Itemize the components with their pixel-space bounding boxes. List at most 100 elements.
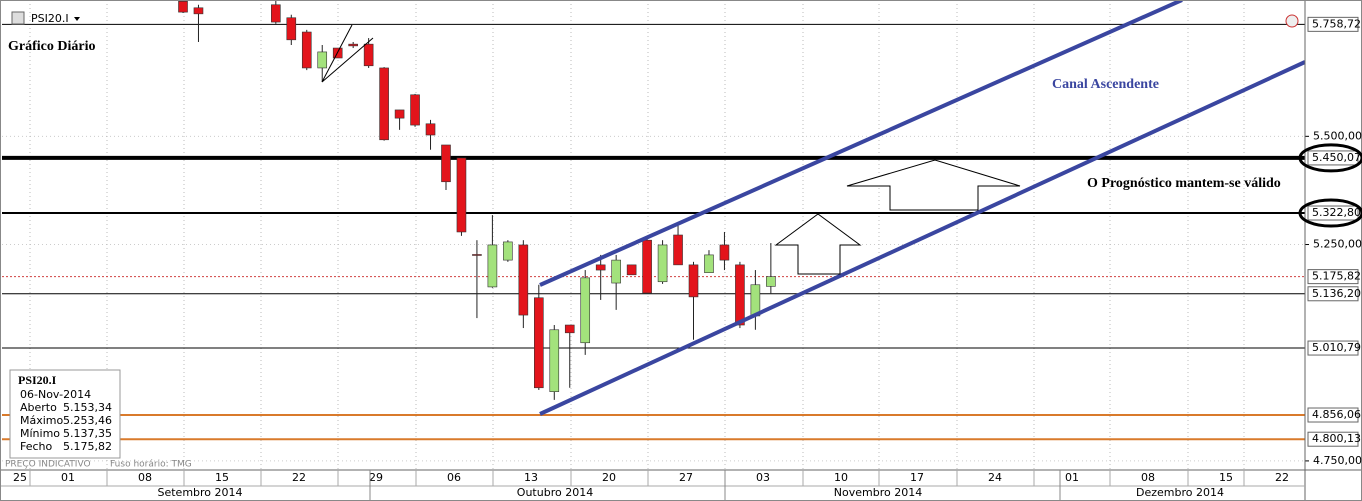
level-label-box [1307, 150, 1359, 166]
month-label: Setembro 2014 [157, 486, 242, 499]
x-tick-label: 29 [369, 471, 383, 484]
level-label-box [1307, 431, 1359, 447]
info-date: 06-Nov-2014 [20, 388, 91, 401]
x-tick-label: 01 [61, 471, 75, 484]
candle-down [735, 264, 745, 326]
level-label: 4.856,06 [1312, 408, 1361, 421]
candle-down [642, 239, 652, 294]
info-value: 5.175,82 [63, 440, 112, 453]
candle-up [611, 259, 621, 284]
info-value: 5.253,46 [63, 414, 112, 427]
pattern-lines [321, 24, 374, 83]
x-tick-label: 10 [834, 471, 848, 484]
candle-down [271, 4, 281, 23]
candle-up [580, 277, 591, 344]
candle-down [178, 0, 188, 13]
candle-up [766, 276, 776, 287]
x-tick-label: 22 [1275, 471, 1289, 484]
x-tick-label: 22 [292, 471, 306, 484]
candle-down [379, 67, 389, 141]
x-tick-label: 08 [138, 471, 152, 484]
x-tick-label: 24 [988, 471, 1002, 484]
level-label: 5.322,80 [1312, 206, 1361, 219]
x-tick-label: 17 [910, 471, 924, 484]
footer: PREÇO INDICATIVO [5, 460, 91, 470]
info-label: Aberto [20, 401, 57, 414]
level-label-box [1307, 340, 1359, 356]
level-label: 4.800,13 [1312, 432, 1361, 445]
x-tick-label: 01 [1065, 471, 1079, 484]
x-tick-label: 27 [679, 471, 693, 484]
x-tick-label: 13 [524, 471, 538, 484]
y-tick-label: 5.500,00 [1313, 129, 1362, 142]
candle-down [719, 244, 730, 261]
candle-down [348, 43, 358, 47]
info-value: 5.137,35 [63, 427, 112, 440]
grid [2, 0, 1309, 470]
channel-lower [539, 60, 1305, 416]
chart-title: Gráfico Diário [8, 39, 95, 54]
symbol-dropdown[interactable] [74, 17, 80, 21]
level-label-box [1307, 16, 1359, 32]
level-highlight [1298, 198, 1362, 228]
y-tick-label: 5.250,00 [1313, 238, 1362, 251]
candle-down [301, 31, 312, 69]
x-tick-label: 08 [1141, 471, 1155, 484]
x-tick-label: 25 [13, 471, 27, 484]
info-value: 5.153,34 [63, 401, 112, 414]
info-label: Mínimo [20, 427, 60, 440]
level-label: 5.450,07 [1312, 151, 1361, 164]
symbol[interactable]: PSI20.I [31, 12, 69, 25]
candle-down [410, 94, 420, 126]
candle-down [193, 7, 204, 15]
clock-icon[interactable] [1285, 14, 1299, 28]
y-tick-label: 4.750,00 [1313, 454, 1362, 467]
candle-up [549, 329, 560, 392]
candle-up [657, 244, 668, 283]
x-tick-label: 15 [215, 471, 229, 484]
month-label: Novembro 2014 [834, 486, 922, 499]
candle-down [394, 109, 405, 119]
candle-down [472, 254, 482, 256]
candles [178, 0, 776, 400]
candle-down [425, 123, 436, 136]
candle-down [518, 244, 529, 316]
candle-down [673, 234, 683, 266]
candle-down [441, 144, 451, 183]
level-label: 5.175,82 [1312, 270, 1361, 283]
info-label: Máximo [20, 414, 64, 427]
candle-up [487, 244, 498, 288]
info-label: Fecho [20, 440, 53, 453]
x-tick-label: 06 [447, 471, 461, 484]
drawings [321, 0, 1305, 416]
candle-up [704, 254, 714, 273]
level-highlight [1298, 143, 1362, 173]
level-label-box [1307, 269, 1359, 285]
candle-down [286, 17, 297, 41]
candle-down [626, 264, 637, 276]
month-label: Dezembro 2014 [1136, 486, 1224, 499]
candle-up [317, 51, 328, 69]
info-box [9, 369, 121, 459]
arrow-small [774, 213, 862, 275]
level-label: 5.136,20 [1312, 287, 1361, 300]
month-label: Outubro 2014 [517, 486, 593, 499]
x-tick-label: 15 [1219, 471, 1233, 484]
channel-upper [539, 0, 1183, 287]
x-tick-label: 20 [602, 471, 616, 484]
candle-up [503, 241, 513, 261]
x-tick-label: 03 [756, 471, 770, 484]
level-label: 5.758,72 [1312, 17, 1361, 30]
level-label-box [1307, 286, 1359, 302]
info-symbol: PSI20.I [18, 373, 57, 387]
candle-down [363, 43, 374, 67]
candle-down [688, 264, 699, 298]
arrow-large [846, 159, 1021, 211]
candle-down [534, 297, 544, 389]
level-label-box [1307, 407, 1359, 423]
candle-down [595, 264, 606, 271]
level-label-box [1307, 205, 1359, 221]
timezone: Fuso horário: TMG [110, 460, 192, 470]
